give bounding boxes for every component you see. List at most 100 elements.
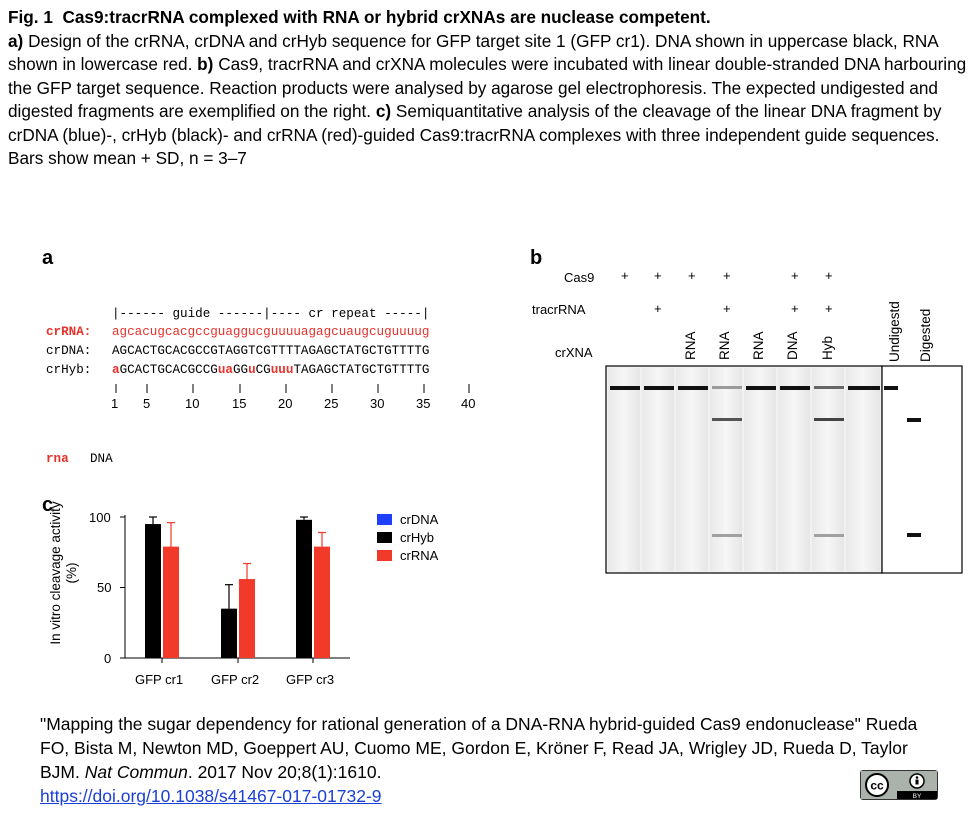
bar-crhyb: [145, 524, 161, 658]
cc-by-license-badge[interactable]: cc BY: [860, 770, 938, 800]
panel-a-letter: a: [42, 247, 54, 269]
crrna-label: crRNA:: [46, 325, 92, 339]
position-tick-label: 5: [143, 396, 151, 411]
bar-crhyb: [221, 608, 237, 658]
crhyb-label: crHyb:: [46, 363, 92, 377]
cas9-lane-sign: +: [654, 268, 662, 283]
bar-crrna: [163, 546, 179, 658]
marker-box: [881, 365, 963, 574]
crrna-sequence: agcacugcacgccguaggucguuuuagagcuaugcuguuu…: [112, 325, 430, 339]
crhyb-dna-segment: GG: [232, 363, 249, 377]
tracr-lane-sign: +: [791, 301, 799, 316]
doi-link[interactable]: https://doi.org/10.1038/s41467-017-01732…: [40, 786, 382, 806]
crhyb-sequence: aGCACTGCACGCCGuaGGuCGuuuTAGAGCTATGCTGTTT…: [112, 363, 429, 377]
undigested-band: [780, 386, 810, 390]
gel-lane: [846, 368, 880, 571]
gel-lane: [608, 368, 640, 571]
citation-journal: Nat Commun: [84, 762, 188, 782]
cas9-lane-sign: +: [825, 268, 833, 283]
x-category-label: GFP cr1: [135, 672, 184, 687]
position-tick-label: 35: [416, 396, 431, 411]
figure-label: Fig. 1: [8, 7, 53, 27]
position-tick-label: 20: [278, 396, 293, 411]
cc-by-text: BY: [913, 793, 922, 799]
undigested-band: [610, 386, 640, 390]
bar-crhyb: [296, 519, 312, 658]
gel-lane: [812, 368, 844, 571]
row-label-tracrrna: tracrRNA: [532, 302, 586, 317]
sequence-header: |------ guide ------|---- cr repeat ----…: [112, 307, 430, 321]
x-category-label: GFP cr2: [211, 672, 260, 687]
y-tick-label: 0: [104, 651, 112, 666]
undigested-band: [712, 386, 742, 389]
gel-lane: [744, 368, 776, 571]
legend-swatch-crdna: [377, 514, 392, 525]
row-label-crxna: crXNA: [555, 345, 593, 360]
digested-band-upper: [712, 418, 742, 421]
legend-swatch-crrna: [377, 550, 392, 561]
caption-c-letter: c): [375, 101, 392, 121]
undigested-band: [644, 386, 674, 390]
gel-lane: [642, 368, 674, 571]
cas9-lane-sign: +: [688, 268, 696, 283]
gel-lane: [676, 368, 708, 571]
y-tick-label: 50: [97, 580, 112, 595]
x-category-label: GFP cr3: [286, 672, 335, 687]
crdna-sequence: AGCACTGCACGCCGTAGGTCGTTTTAGAGCTATGCTGTTT…: [112, 344, 430, 358]
crhyb-dna-segment: TAGAGCTATGCTGTTTTG: [293, 363, 430, 377]
crdna-label: crDNA:: [46, 344, 92, 358]
figure-caption: Fig. 1 Cas9:tracrRNA complexed with RNA …: [8, 6, 970, 171]
undigested-band: [848, 386, 880, 390]
row-label-cas9: Cas9: [564, 270, 595, 285]
legend-label-crhyb: crHyb: [400, 530, 434, 545]
position-tick-label: 15: [232, 396, 247, 411]
cas9-lane-sign: +: [621, 268, 629, 283]
figure-title: Cas9:tracrRNA complexed with RNA or hybr…: [62, 7, 711, 27]
crhyb-dna-segment: CG: [255, 363, 271, 377]
position-tick-label: 25: [324, 396, 339, 411]
legend-rna: rna: [46, 452, 69, 466]
crhyb-rna-segment: u: [248, 363, 256, 377]
crhyb-rna-segment: uuu: [270, 363, 294, 377]
tracr-lane-sign: +: [654, 301, 662, 316]
undigested-band: [814, 386, 844, 389]
tracr-lane-sign: +: [825, 301, 833, 316]
legend-label-crrna: crRNA: [400, 548, 439, 563]
crhyb-rna-segment: a: [112, 363, 120, 377]
cas9-lane-sign: +: [791, 268, 799, 283]
legend-swatch-crhyb: [377, 532, 392, 543]
digested-band-upper: [814, 418, 844, 421]
crhyb-dna-segment: GCACTGCACGCCG: [119, 363, 218, 377]
cc-icon: cc BY: [861, 771, 937, 800]
caption-b-text: Cas9, tracrRNA and crXNA molecules were …: [8, 54, 967, 121]
citation-text: "Mapping the sugar dependency for ration…: [40, 714, 918, 782]
digested-band-lower: [814, 534, 844, 537]
gel-lanes: [608, 368, 880, 571]
citation-text-end: . 2017 Nov 20;8(1):1610.: [187, 762, 382, 782]
digested-marker-band: [907, 418, 921, 422]
position-tick-label: 30: [370, 396, 385, 411]
caption-a-text: Design of the crRNA, crDNA and crHyb seq…: [8, 30, 938, 75]
gel-lane: [778, 368, 810, 571]
legend-dna: DNA: [90, 452, 113, 466]
position-tick-label: 40: [461, 396, 476, 411]
panel-b-letter: b: [530, 247, 543, 269]
bar-crrna: [314, 546, 330, 658]
position-tick-label: 1: [111, 396, 119, 411]
tracr-lane-sign: +: [723, 301, 731, 316]
legend-label-crdna: crDNA: [400, 512, 439, 527]
crhyb-rna-segment: ua: [217, 363, 233, 377]
position-tick-label: 10: [185, 396, 200, 411]
caption-a-letter: a): [8, 30, 24, 51]
gel-lane: [710, 368, 742, 571]
svg-text:cc: cc: [870, 779, 884, 793]
undigested-marker-band: [884, 386, 898, 390]
gel-bands: [610, 386, 880, 537]
caption-c-text: Semiquantitative analysis of the cleavag…: [8, 101, 942, 168]
bar-crrna: [239, 579, 255, 658]
undigested-band: [678, 386, 708, 390]
caption-b-letter: b): [197, 54, 214, 74]
